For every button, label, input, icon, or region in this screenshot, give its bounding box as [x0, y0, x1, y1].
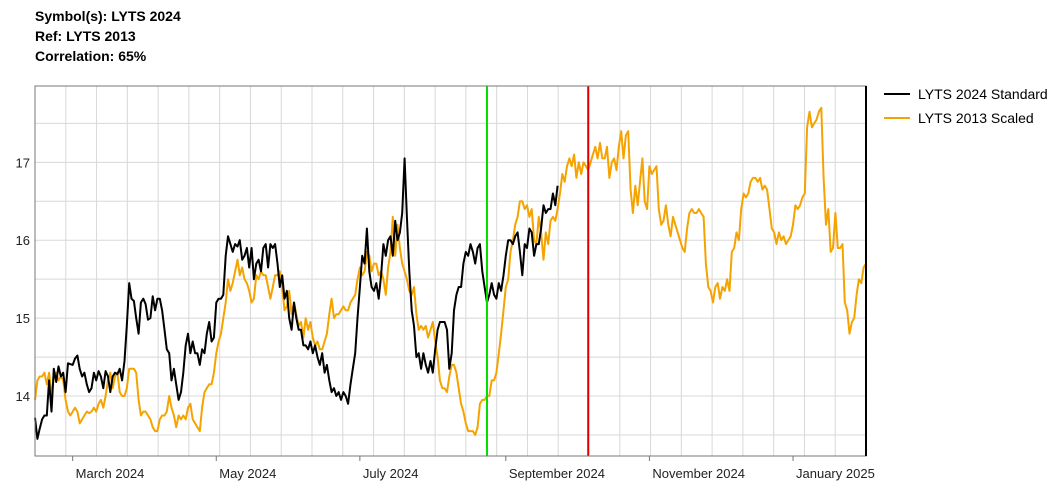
x-tick-label: May 2024 [219, 466, 276, 481]
chart-markers [485, 86, 590, 456]
x-tick-label: July 2024 [363, 466, 419, 481]
x-tick-label: September 2024 [509, 466, 605, 481]
correlation-label: Correlation: 65% [35, 48, 147, 64]
chart-grid [35, 86, 866, 456]
series-line-standard [34, 157, 559, 440]
y-tick-label: 17 [16, 155, 30, 170]
x-tick-label: November 2024 [652, 466, 745, 481]
legend-label-standard: LYTS 2024 Standard [918, 86, 1048, 102]
legend-item-standard: LYTS 2024 Standard [884, 84, 1048, 104]
plot-frame [34, 85, 867, 457]
y-tick-label: 15 [16, 311, 30, 326]
chart-header: Symbol(s): LYTS 2024 Ref: LYTS 2013 Corr… [35, 6, 181, 66]
chart-ticks: 14 15 16 17 March 2024 May 2024 July 2024 Septe… [16, 86, 875, 481]
legend-swatch-standard [884, 93, 910, 95]
chart-legend: LYTS 2024 Standard LYTS 2013 Scaled [884, 84, 1048, 128]
reference-label: Ref: LYTS 2013 [35, 28, 136, 44]
y-tick-label: 14 [16, 389, 30, 404]
legend-item-scaled: LYTS 2013 Scaled [884, 108, 1048, 128]
chart-series [34, 106, 867, 440]
x-tick-label: March 2024 [76, 466, 145, 481]
series-line-scaled [34, 106, 867, 436]
symbol-label: Symbol(s): LYTS 2024 [35, 8, 181, 24]
legend-swatch-scaled [884, 117, 910, 119]
x-tick-label: January 2025 [796, 466, 875, 481]
legend-label-scaled: LYTS 2013 Scaled [918, 110, 1034, 126]
y-tick-label: 16 [16, 233, 30, 248]
